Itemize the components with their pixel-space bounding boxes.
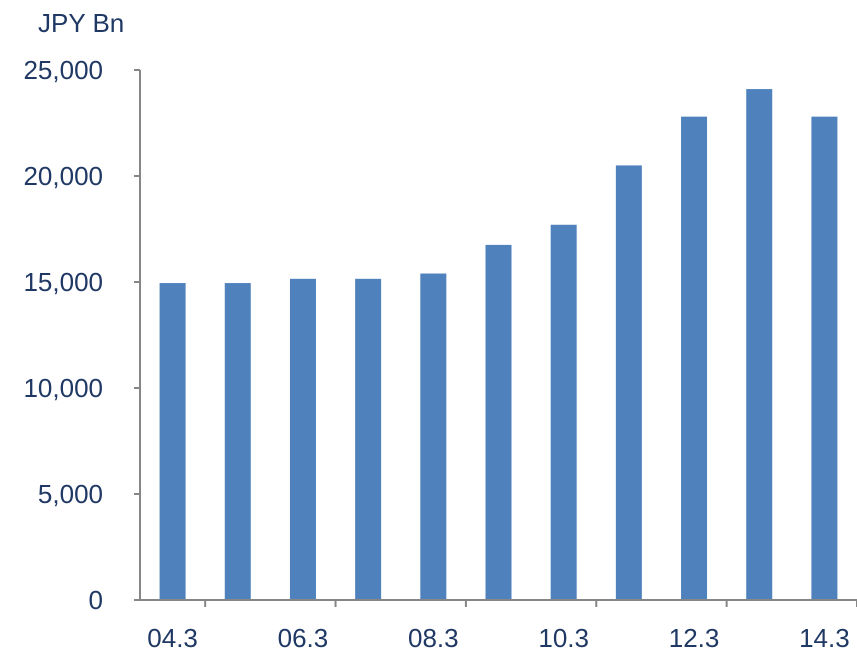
x-tick-label: 06.3 <box>278 623 329 653</box>
bar-13.3 <box>746 89 773 600</box>
x-tick-label: 12.3 <box>669 623 720 653</box>
x-tick-label: 10.3 <box>538 623 589 653</box>
bars <box>159 89 838 600</box>
y-tick-label: 0 <box>89 585 103 615</box>
axes <box>134 69 857 607</box>
bar-07.3 <box>355 278 382 600</box>
x-axis-tick-labels: 04.3 06.3 08.3 10.3 12.3 14.3 <box>147 623 849 653</box>
x-tick-label: 14.3 <box>799 623 850 653</box>
x-tick-label: 08.3 <box>408 623 459 653</box>
y-axis-tick-labels: 0 5,000 10,000 15,000 20,000 25,000 <box>23 55 103 615</box>
bar-10.3 <box>550 224 577 600</box>
y-tick-label: 25,000 <box>23 55 103 85</box>
bar-11.3 <box>615 165 642 600</box>
bar-04.3 <box>159 283 186 600</box>
y-tick-label: 20,000 <box>23 161 103 191</box>
bar-08.3 <box>420 273 447 600</box>
y-axis-unit-label: JPY Bn <box>38 8 125 38</box>
bar-14.3 <box>811 116 838 600</box>
bar-05.3 <box>224 283 251 600</box>
y-tick-label: 5,000 <box>38 479 103 509</box>
bar-09.3 <box>485 244 512 600</box>
y-tick-label: 15,000 <box>23 267 103 297</box>
y-tick-label: 10,000 <box>23 373 103 403</box>
bar-06.3 <box>289 278 316 600</box>
bar-12.3 <box>681 116 708 600</box>
x-tick-label: 04.3 <box>147 623 198 653</box>
